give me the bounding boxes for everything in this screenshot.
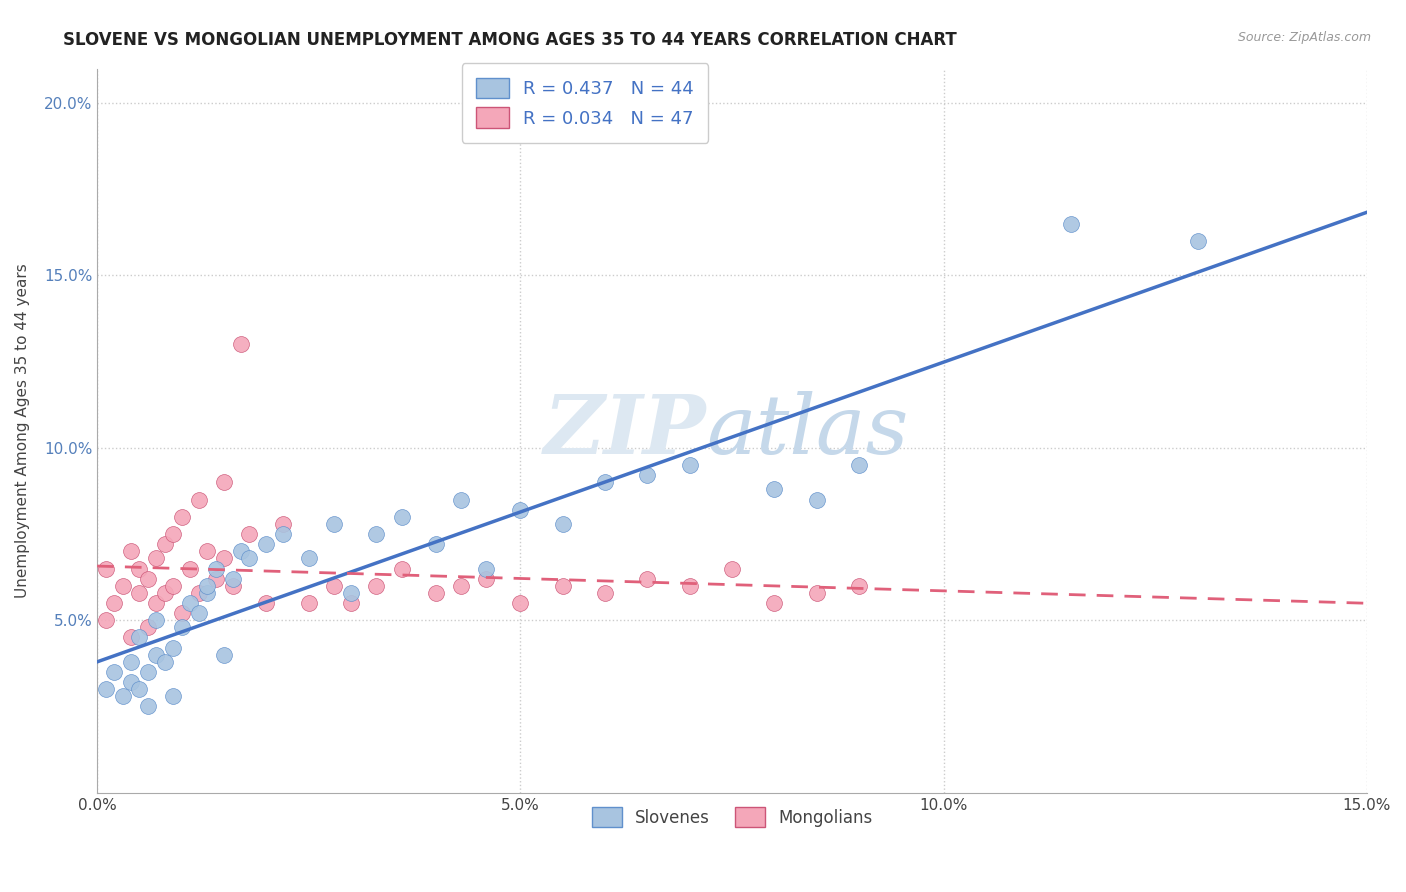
Point [340, 596, 363, 610]
Point [806, 492, 828, 507]
Point [111, 579, 134, 593]
Point [136, 620, 159, 634]
Point [221, 579, 243, 593]
Point [195, 585, 218, 599]
Point [238, 551, 260, 566]
Point [94, 682, 117, 697]
Text: ZIP: ZIP [544, 391, 707, 471]
Point [298, 551, 321, 566]
Point [509, 503, 531, 517]
Point [204, 572, 226, 586]
Point [323, 516, 346, 531]
Point [366, 579, 388, 593]
Point [475, 572, 498, 586]
Point [162, 527, 184, 541]
Point [179, 561, 201, 575]
Point [679, 458, 702, 472]
Text: Source: ZipAtlas.com: Source: ZipAtlas.com [1237, 31, 1371, 45]
Point [323, 579, 346, 593]
Point [636, 572, 658, 586]
Point [721, 561, 744, 575]
Point [128, 561, 150, 575]
Point [187, 585, 209, 599]
Point [136, 665, 159, 679]
Point [128, 585, 150, 599]
Point [195, 544, 218, 558]
Point [475, 561, 498, 575]
Point [593, 475, 616, 490]
Point [162, 640, 184, 655]
Point [136, 572, 159, 586]
Point [212, 551, 235, 566]
Point [120, 655, 142, 669]
Point [254, 596, 277, 610]
Point [273, 527, 295, 541]
Point [170, 620, 193, 634]
Text: atlas: atlas [707, 391, 908, 471]
Point [229, 544, 252, 558]
Point [221, 572, 243, 586]
Point [848, 579, 870, 593]
Point [425, 585, 447, 599]
Point [162, 689, 184, 703]
Point [425, 537, 447, 551]
Point [145, 648, 167, 662]
Point [120, 631, 142, 645]
Point [94, 561, 117, 575]
Point [509, 596, 531, 610]
Point [254, 537, 277, 551]
Point [593, 585, 616, 599]
Point [195, 579, 218, 593]
Point [153, 537, 176, 551]
Point [170, 509, 193, 524]
Point [1059, 217, 1081, 231]
Point [204, 561, 226, 575]
Point [273, 516, 295, 531]
Point [298, 596, 321, 610]
Legend: Slovenes, Mongolians: Slovenes, Mongolians [583, 799, 880, 835]
Point [340, 585, 363, 599]
Point [153, 655, 176, 669]
Point [128, 631, 150, 645]
Point [111, 689, 134, 703]
Point [170, 607, 193, 621]
Point [145, 551, 167, 566]
Point [551, 579, 574, 593]
Point [187, 492, 209, 507]
Point [450, 579, 472, 593]
Point [212, 648, 235, 662]
Point [94, 613, 117, 627]
Point [679, 579, 702, 593]
Point [145, 596, 167, 610]
Point [806, 585, 828, 599]
Point [366, 527, 388, 541]
Point [1187, 234, 1209, 248]
Point [103, 665, 125, 679]
Point [212, 475, 235, 490]
Point [120, 675, 142, 690]
Point [551, 516, 574, 531]
Point [238, 527, 260, 541]
Text: SLOVENE VS MONGOLIAN UNEMPLOYMENT AMONG AGES 35 TO 44 YEARS CORRELATION CHART: SLOVENE VS MONGOLIAN UNEMPLOYMENT AMONG … [63, 31, 957, 49]
Point [136, 699, 159, 714]
Point [763, 482, 786, 496]
Point [120, 544, 142, 558]
Point [128, 682, 150, 697]
Point [636, 468, 658, 483]
Point [179, 596, 201, 610]
Point [153, 585, 176, 599]
Point [229, 337, 252, 351]
Point [763, 596, 786, 610]
Point [391, 561, 413, 575]
Point [145, 613, 167, 627]
Point [391, 509, 413, 524]
Point [848, 458, 870, 472]
Y-axis label: Unemployment Among Ages 35 to 44 years: Unemployment Among Ages 35 to 44 years [15, 263, 30, 598]
Point [103, 596, 125, 610]
Point [450, 492, 472, 507]
Point [187, 607, 209, 621]
Point [162, 579, 184, 593]
